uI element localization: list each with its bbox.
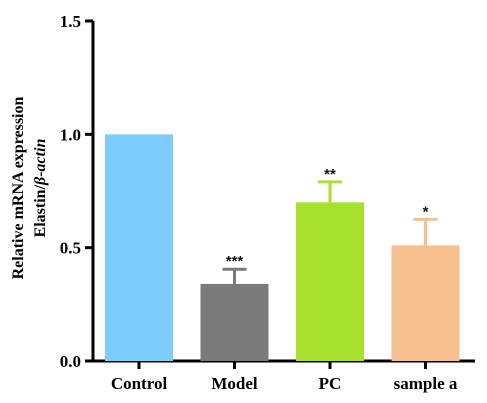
bar xyxy=(391,245,460,361)
y-tick-label: 1.5 xyxy=(60,12,81,31)
significance-label: * xyxy=(423,203,429,220)
y-tick-label: 1.0 xyxy=(60,125,81,144)
y-axis-title-line1: Relative mRNA expression xyxy=(10,97,27,280)
y-tick-label: 0.5 xyxy=(60,239,81,258)
x-tick-label: sample a xyxy=(394,374,458,393)
y-axis-title: Relative mRNA expression Elastin/β-actin xyxy=(10,97,49,280)
bar xyxy=(296,202,364,361)
y-axis-reference-gene: β-actin xyxy=(32,138,49,186)
bars xyxy=(105,134,460,361)
x-tick-label: PC xyxy=(319,374,342,393)
x-tick-label: Control xyxy=(111,374,168,393)
significance-label: ** xyxy=(324,166,336,183)
error-bars xyxy=(222,180,438,284)
significance-label: *** xyxy=(226,253,244,270)
x-tick-labels: Control Model PC sample a xyxy=(111,374,458,393)
y-axis-gene-name: Elastin/ xyxy=(32,184,49,237)
bar xyxy=(200,283,269,361)
bar xyxy=(105,134,173,361)
y-axis-title-line2: Elastin/β-actin xyxy=(32,138,49,237)
y-tick-label: 0.0 xyxy=(60,352,81,371)
significance-marks: ****** xyxy=(226,166,429,270)
y-tick-labels: 0.0 0.5 1.0 1.5 xyxy=(60,12,81,371)
x-tick-label: Model xyxy=(211,374,258,393)
